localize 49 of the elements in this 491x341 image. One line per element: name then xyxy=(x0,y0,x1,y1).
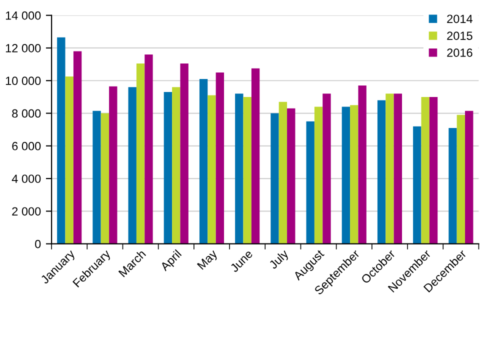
y-tick-label: 0 xyxy=(35,240,41,248)
bar xyxy=(456,114,466,244)
bar xyxy=(100,113,110,244)
y-tick-label: 6 000 xyxy=(12,142,41,150)
bar xyxy=(278,102,288,244)
y-tick-label: 4 000 xyxy=(12,174,41,183)
x-tick-label: July xyxy=(268,248,291,272)
bar xyxy=(92,110,101,244)
bar xyxy=(65,76,74,244)
y-tick-label: 2 000 xyxy=(12,207,41,216)
bar xyxy=(421,96,430,244)
bar xyxy=(180,63,188,244)
bar xyxy=(208,95,216,244)
y-tick-label: 8 000 xyxy=(12,109,41,118)
bar xyxy=(164,92,172,244)
bar xyxy=(413,126,422,244)
bar xyxy=(306,121,314,244)
y-tick-label: 10 000 xyxy=(6,76,41,86)
bar xyxy=(243,96,252,244)
bar xyxy=(270,113,279,244)
bar xyxy=(394,94,402,244)
bar xyxy=(57,37,66,244)
bar xyxy=(136,63,145,244)
bar xyxy=(358,86,366,244)
bar xyxy=(251,68,260,244)
bar xyxy=(386,94,394,244)
bar xyxy=(216,72,224,244)
bar xyxy=(342,106,350,244)
bar xyxy=(144,54,153,244)
bar xyxy=(465,110,474,244)
y-tick-label: 14 000 xyxy=(6,11,41,20)
bar xyxy=(128,87,136,244)
bar xyxy=(235,94,244,244)
bar xyxy=(314,106,323,244)
legend-label: 2014 xyxy=(447,14,472,24)
bar xyxy=(287,108,296,244)
bar xyxy=(429,96,438,244)
bar xyxy=(109,86,118,244)
x-tick-label: May xyxy=(196,248,220,272)
bar xyxy=(322,94,331,244)
legend-label: 2016 xyxy=(447,48,472,57)
bar xyxy=(199,78,208,244)
bar xyxy=(448,128,457,244)
bar xyxy=(73,51,82,244)
bar xyxy=(350,105,358,244)
y-tick-label: 12 000 xyxy=(6,44,41,52)
bar xyxy=(172,87,180,244)
legend-label: 2015 xyxy=(447,32,472,40)
bar xyxy=(377,100,386,244)
